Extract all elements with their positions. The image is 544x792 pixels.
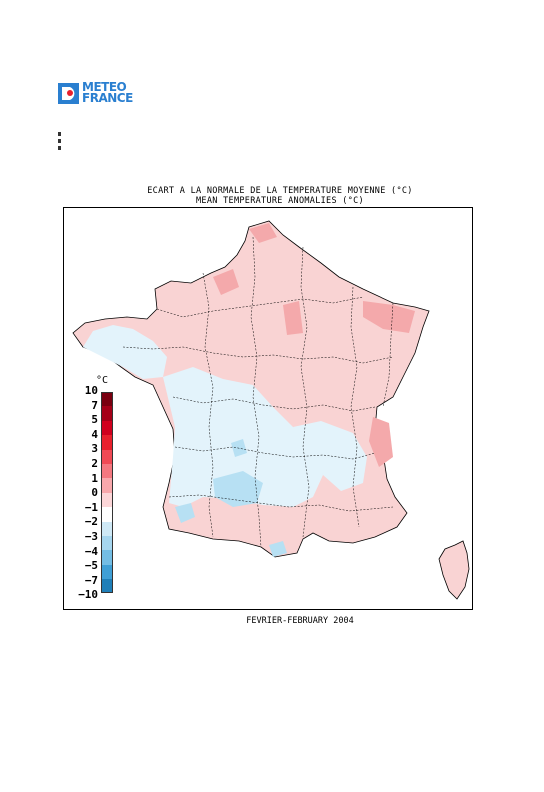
- legend-color-step: [101, 392, 113, 407]
- warm-patch-north: [249, 223, 277, 243]
- legend-color-step: [101, 521, 113, 536]
- map-title-fr: ECART A LA NORMALE DE LA TEMPERATURE MOY…: [147, 186, 413, 196]
- mark: [58, 139, 61, 143]
- logo-line-2: FRANCE: [82, 91, 133, 105]
- legend-color-step: [101, 463, 113, 479]
- legend-label: −1: [84, 500, 98, 514]
- legend-color-step: [101, 478, 113, 493]
- map-frame: [63, 207, 473, 610]
- legend-label: 0: [91, 486, 98, 500]
- warm-patch-normandy: [213, 269, 239, 295]
- legend-color-step: [101, 406, 113, 421]
- legend-label: −2: [84, 515, 98, 529]
- header-marks: [58, 132, 64, 153]
- legend-color-step: [101, 435, 113, 450]
- warm-patch-paris: [283, 301, 303, 335]
- legend-label: 10: [84, 384, 98, 397]
- legend-color-step: [101, 564, 113, 580]
- meteo-france-logo: METEO FRANCE: [58, 80, 144, 108]
- legend-label: 4: [91, 427, 98, 441]
- mark: [58, 146, 61, 150]
- map-title-en: MEAN TEMPERATURE ANOMALIES (°C): [196, 196, 364, 206]
- legend-color-step: [101, 449, 113, 464]
- legend-color-step: [101, 579, 113, 594]
- legend-color-step: [101, 420, 113, 436]
- legend-label: 3: [91, 442, 98, 456]
- legend-label: −3: [84, 529, 98, 543]
- legend-label: 7: [91, 398, 98, 412]
- legend-label: 2: [91, 456, 98, 470]
- cold-patch-1: [213, 471, 263, 507]
- legend-label: −7: [84, 573, 98, 587]
- legend-labels: 10 7 5 4 3 2 1 0 −1 −2 −3 −4 −5 −7 −10: [70, 384, 98, 603]
- cold-area-west: [163, 367, 323, 507]
- department-borders: [122, 236, 394, 548]
- cold-patch-3: [269, 541, 287, 557]
- mark: [58, 132, 61, 136]
- cold-patch-2: [175, 503, 195, 523]
- legend-label: −5: [84, 559, 98, 573]
- legend-label: −4: [84, 544, 98, 558]
- legend-color-bar: [101, 392, 113, 594]
- legend-color-step: [101, 492, 113, 508]
- cold-area-center-east: [293, 421, 367, 491]
- legend-label: −10: [78, 588, 98, 602]
- corsica: [438, 540, 470, 600]
- logo-wordmark: METEO FRANCE: [82, 80, 133, 105]
- legend-unit: °C: [96, 375, 109, 386]
- legend-color-step: [101, 550, 113, 565]
- legend-label: 5: [91, 413, 98, 427]
- anomaly-map: [72, 220, 470, 600]
- meteo-france-emblem-icon: [58, 83, 79, 104]
- warm-patch-alsace: [363, 301, 415, 333]
- legend-label: 1: [91, 471, 98, 485]
- map-period: FEVRIER-FEBRUARY 2004: [246, 616, 354, 626]
- warm-patch-alps: [369, 417, 393, 467]
- cold-area-brittany: [83, 325, 167, 379]
- logo-line-1: METEO: [82, 80, 127, 94]
- legend-color-step: [101, 507, 113, 522]
- legend-color-step: [101, 535, 113, 551]
